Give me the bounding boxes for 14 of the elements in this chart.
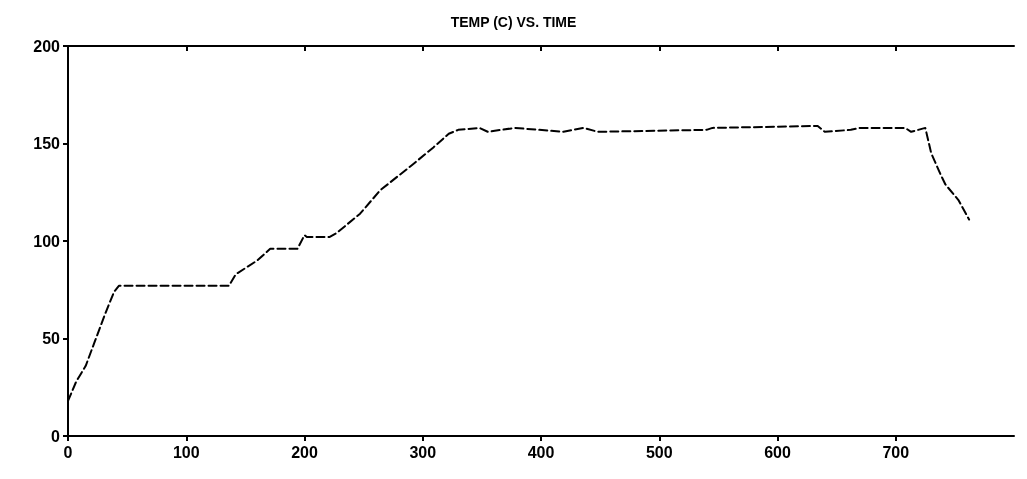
chart-title: TEMP (C) VS. TIME: [450, 14, 577, 30]
y-tick-label: 0: [51, 427, 61, 445]
y-tick-label: 150: [33, 135, 61, 152]
x-tick-label: 200: [291, 443, 318, 461]
x-tick-label: 600: [764, 443, 791, 461]
x-tick-label: 0: [63, 443, 73, 461]
x-tick-label: 700: [882, 443, 910, 461]
x-tick-label: 300: [409, 443, 437, 461]
y-tick-label: 100: [33, 232, 61, 250]
y-tick-label: 200: [33, 37, 61, 55]
x-tick-label: 500: [645, 443, 673, 461]
x-tick-label: 100: [172, 443, 200, 461]
x-tick-label: 400: [527, 443, 555, 461]
y-tick-label: 50: [42, 330, 61, 347]
